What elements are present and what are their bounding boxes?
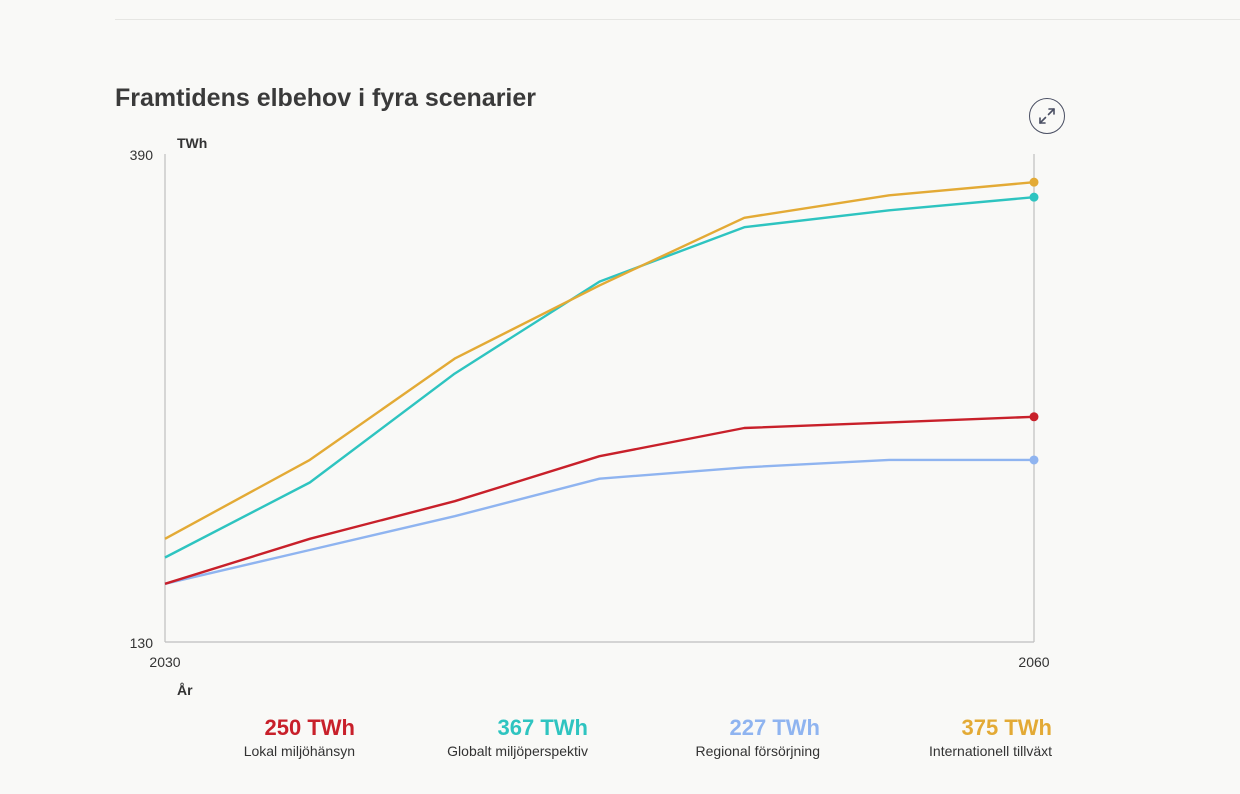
legend-value: 375 TWh [961,715,1052,740]
legend-item-globalt: 367 TWh Globalt miljöperspektiv [400,714,588,760]
series-endpoint-regional-f-rs-rjning[interactable] [1029,455,1039,465]
series-line-lokal-milj-h-nsyn [164,415,1035,585]
series-endpoint-lokal-milj-h-nsyn[interactable] [1029,412,1039,422]
top-divider [115,19,1240,20]
legend-item-internationell: 375 TWh Internationell tillväxt [880,714,1052,760]
y-axis-unit: TWh [177,135,207,151]
x-axis-label: År [177,682,193,698]
y-tick-max: 390 [130,147,154,163]
series-line-regional-f-rs-rjning [164,458,1034,585]
legend-label: Globalt miljöperspektiv [447,743,588,759]
legend-label: Internationell tillväxt [929,743,1052,759]
x-tick-start: 2030 [149,654,180,670]
series-line-internationell-tillv-xt [164,181,1035,540]
series-layer [164,177,1039,585]
legend-value: 250 TWh [264,715,355,740]
expand-arrows-icon [1039,108,1055,124]
chart-axes [164,154,1035,643]
series-endpoint-globalt-milj-perspektiv[interactable] [1029,192,1039,202]
x-tick-end: 2060 [1018,654,1049,670]
legend-item-regional: 227 TWh Regional försörjning [650,714,820,760]
series-endpoint-internationell-tillv-xt[interactable] [1029,177,1039,187]
chart-title: Framtidens elbehov i fyra scenarier [115,84,537,112]
expand-button[interactable] [1029,98,1065,134]
legend-item-lokal: 250 TWh Lokal miljöhänsyn [200,714,355,760]
legend-value: 227 TWh [729,715,820,740]
legend-value: 367 TWh [497,715,588,740]
series-line-globalt-milj-perspektiv [164,196,1035,559]
legend-label: Regional försörjning [695,743,820,759]
y-tick-min: 130 [130,635,154,651]
legend-label: Lokal miljöhänsyn [243,743,355,759]
